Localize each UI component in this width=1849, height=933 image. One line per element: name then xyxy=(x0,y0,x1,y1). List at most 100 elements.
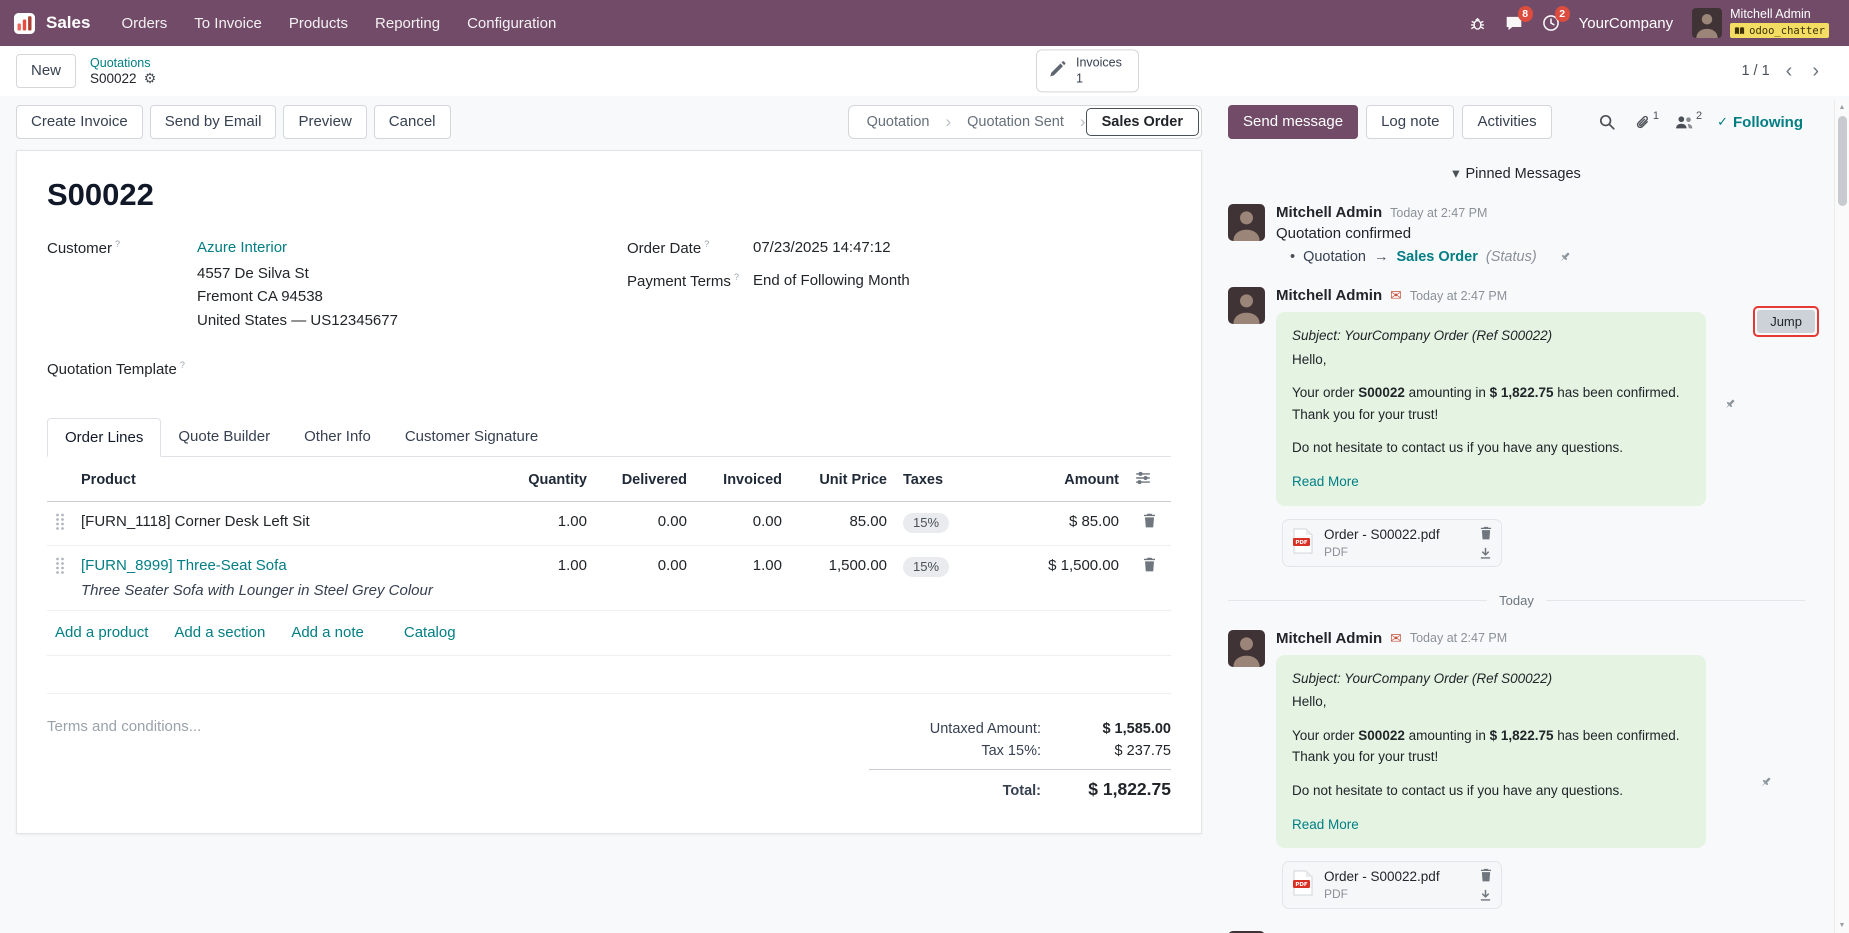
attachment-card[interactable]: PDF Order - S00022.pdf PDF xyxy=(1282,518,1502,567)
order-date-value[interactable]: 07/23/2025 14:47:12 xyxy=(753,239,891,256)
unit-price-cell[interactable]: 1,500.00 xyxy=(790,545,895,611)
read-more-link[interactable]: Read More xyxy=(1292,473,1359,489)
delete-line-icon[interactable] xyxy=(1143,513,1156,528)
tax-badge[interactable]: 15% xyxy=(903,556,950,577)
send-message-button[interactable]: Send message xyxy=(1228,105,1359,139)
customer-link[interactable]: Azure Interior xyxy=(197,239,288,256)
create-invoice-button[interactable]: Create Invoice xyxy=(16,105,143,139)
jump-button[interactable]: Jump xyxy=(1757,310,1815,333)
message-author[interactable]: Mitchell Admin xyxy=(1276,931,1382,933)
pager-next-button[interactable] xyxy=(1808,61,1823,81)
col-header-unit-price[interactable]: Unit Price xyxy=(790,458,895,502)
sales-app-icon[interactable] xyxy=(14,12,35,34)
status-quotation-sent[interactable]: Quotation Sent xyxy=(967,114,1064,130)
pager-previous-button[interactable] xyxy=(1782,61,1797,81)
drag-handle-icon[interactable] xyxy=(55,557,65,574)
drag-handle-icon[interactable] xyxy=(55,513,65,530)
order-line-row-1[interactable]: [FURN_1118] Corner Desk Left Sit 1.00 0.… xyxy=(47,501,1171,546)
avatar[interactable] xyxy=(1228,931,1265,933)
menu-to-invoice[interactable]: To Invoice xyxy=(194,14,262,32)
product-name-link[interactable]: [FURN_8999] Three-Seat Sofa xyxy=(81,556,287,574)
read-more-link[interactable]: Read More xyxy=(1292,816,1359,832)
tab-other-info[interactable]: Other Info xyxy=(304,427,371,445)
tab-order-lines[interactable]: Order Lines xyxy=(47,417,162,457)
attachments-paperclip-icon[interactable]: 1 xyxy=(1629,110,1662,131)
message-time: Today at 2:47 PM xyxy=(1409,631,1508,646)
company-switcher[interactable]: YourCompany xyxy=(1578,14,1674,32)
customer-field[interactable]: Azure Interior 4557 De Silva St Fremont … xyxy=(197,239,398,332)
product-name[interactable]: [FURN_1118] Corner Desk Left Sit xyxy=(81,512,310,530)
send-by-email-button[interactable]: Send by Email xyxy=(149,105,277,139)
optional-columns-icon[interactable] xyxy=(1135,471,1151,490)
delivered-cell[interactable]: 0.00 xyxy=(595,545,695,611)
product-description[interactable]: Three Seater Sofa with Lounger in Steel … xyxy=(81,581,433,599)
pin-icon[interactable] xyxy=(1722,397,1737,412)
menu-configuration[interactable]: Configuration xyxy=(467,14,557,32)
activities-clock-icon[interactable]: 2 xyxy=(1542,6,1570,32)
delivered-cell[interactable]: 0.00 xyxy=(595,501,695,546)
message-author[interactable]: Mitchell Admin xyxy=(1276,287,1383,304)
scroll-down-icon[interactable] xyxy=(1835,922,1849,929)
avatar[interactable] xyxy=(1228,629,1265,667)
add-section-link[interactable]: Add a section xyxy=(174,623,266,641)
add-note-link[interactable]: Add a note xyxy=(291,623,364,641)
gear-icon[interactable] xyxy=(144,71,157,86)
page-title[interactable]: S00022 xyxy=(47,177,154,212)
messages-icon[interactable]: 8 xyxy=(1505,6,1533,32)
delete-attachment-icon[interactable] xyxy=(1480,526,1492,540)
col-header-quantity[interactable]: Quantity xyxy=(500,458,595,502)
invoices-stat-button[interactable]: Invoices 1 xyxy=(1036,49,1139,93)
scroll-up-icon[interactable] xyxy=(1835,104,1849,111)
payment-terms-value[interactable]: End of Following Month xyxy=(753,272,910,289)
avatar[interactable] xyxy=(1228,287,1265,324)
chatter-scrollbar[interactable] xyxy=(1834,100,1849,933)
breadcrumb-quotations[interactable]: Quotations xyxy=(90,56,151,70)
quantity-cell[interactable]: 1.00 xyxy=(500,501,595,546)
pin-icon[interactable] xyxy=(1557,250,1572,265)
col-header-taxes[interactable]: Taxes xyxy=(895,458,987,502)
unit-price-cell[interactable]: 85.00 xyxy=(790,501,895,546)
following-toggle[interactable]: Following xyxy=(1717,114,1803,131)
tab-quote-builder[interactable]: Quote Builder xyxy=(178,427,271,445)
order-line-row-2[interactable]: [FURN_8999] Three-Seat Sofa Three Seater… xyxy=(47,545,1171,611)
add-product-link[interactable]: Add a product xyxy=(55,623,149,641)
quantity-cell[interactable]: 1.00 xyxy=(500,545,595,611)
avatar[interactable] xyxy=(1228,204,1265,241)
debug-bug-icon[interactable] xyxy=(1469,15,1486,32)
scrollbar-thumb[interactable] xyxy=(1838,116,1847,206)
tab-customer-signature[interactable]: Customer Signature xyxy=(404,427,539,445)
col-header-invoiced[interactable]: Invoiced xyxy=(695,458,790,502)
tax-badge[interactable]: 15% xyxy=(903,512,950,533)
tracking-to[interactable]: Sales Order xyxy=(1396,249,1478,265)
catalog-link[interactable]: Catalog xyxy=(403,623,456,641)
followers-icon[interactable]: 2 xyxy=(1670,110,1705,130)
pinned-messages-toggle[interactable]: Pinned Messages xyxy=(1228,166,1805,182)
message-author[interactable]: Mitchell Admin xyxy=(1276,204,1383,221)
terms-and-conditions-input[interactable]: Terms and conditions... xyxy=(47,717,202,735)
download-attachment-icon[interactable] xyxy=(1479,547,1492,560)
attachment-card[interactable]: PDF Order - S00022.pdf PDF xyxy=(1282,861,1502,910)
pin-icon[interactable] xyxy=(1758,775,1773,790)
menu-products[interactable]: Products xyxy=(288,14,349,32)
col-header-product[interactable]: Product xyxy=(73,458,500,502)
attachment-name[interactable]: Order - S00022.pdf xyxy=(1324,526,1440,542)
search-messages-icon[interactable] xyxy=(1593,113,1621,131)
activities-button[interactable]: Activities xyxy=(1462,105,1552,139)
app-name[interactable]: Sales xyxy=(46,13,91,32)
user-menu[interactable]: Mitchell Admin odoo_chatter xyxy=(1692,8,1829,39)
attachment-name[interactable]: Order - S00022.pdf xyxy=(1324,869,1440,885)
menu-orders[interactable]: Orders xyxy=(121,14,168,32)
status-sales-order[interactable]: Sales Order xyxy=(1085,108,1199,136)
col-header-amount[interactable]: Amount xyxy=(987,458,1127,502)
download-attachment-icon[interactable] xyxy=(1479,889,1492,902)
message-author[interactable]: Mitchell Admin xyxy=(1276,629,1383,647)
menu-reporting[interactable]: Reporting xyxy=(375,14,441,32)
log-note-button[interactable]: Log note xyxy=(1366,105,1455,139)
col-header-delivered[interactable]: Delivered xyxy=(595,458,695,502)
cancel-button[interactable]: Cancel xyxy=(373,105,451,139)
new-button[interactable]: New xyxy=(16,54,77,88)
preview-button[interactable]: Preview xyxy=(283,105,367,139)
delete-attachment-icon[interactable] xyxy=(1480,868,1492,882)
status-quotation[interactable]: Quotation xyxy=(866,114,930,130)
delete-line-icon[interactable] xyxy=(1143,557,1156,572)
